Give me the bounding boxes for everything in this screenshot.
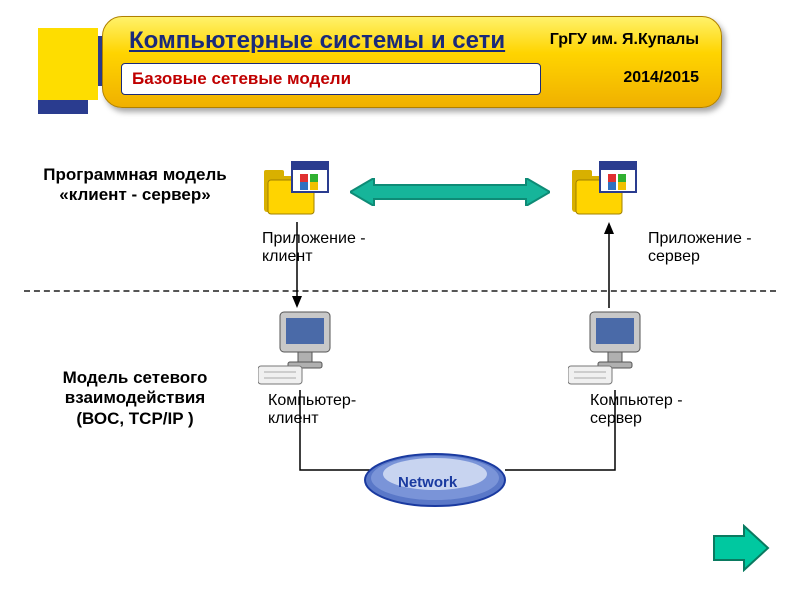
- dashed-divider: [24, 290, 776, 292]
- app-server-icon: [570, 160, 640, 218]
- next-arrow-button[interactable]: [712, 524, 770, 572]
- subtitle-box: Базовые сетевые модели: [121, 63, 541, 95]
- app-client-icon: [262, 160, 332, 218]
- arrow-down-left-icon: [290, 222, 304, 308]
- label-software-model: Программная модель «клиент - сервер»: [40, 165, 230, 206]
- arrow-up-right-icon: [602, 222, 616, 308]
- header-title: Компьютерные системы и сети: [129, 27, 505, 55]
- computer-client-icon: [258, 308, 348, 388]
- label-network-model: Модель сетевого взаимодействия (ВОС, TCP…: [40, 368, 230, 429]
- decor-blue-block-horiz: [38, 100, 88, 114]
- header-bar: Компьютерные системы и сети ГрГУ им. Я.К…: [102, 16, 722, 108]
- decor-yellow-block: [38, 28, 98, 100]
- caption-app-server: Приложение - сервер: [648, 230, 788, 267]
- caption-app-client: Приложение - клиент: [262, 230, 402, 267]
- network-label: Network: [398, 474, 457, 491]
- bidirectional-arrow-icon: [350, 178, 550, 206]
- subtitle-text: Базовые сетевые модели: [132, 69, 351, 89]
- header-organization: ГрГУ им. Я.Купалы: [550, 31, 699, 49]
- header-year: 2014/2015: [623, 69, 699, 87]
- computer-server-icon: [568, 308, 658, 388]
